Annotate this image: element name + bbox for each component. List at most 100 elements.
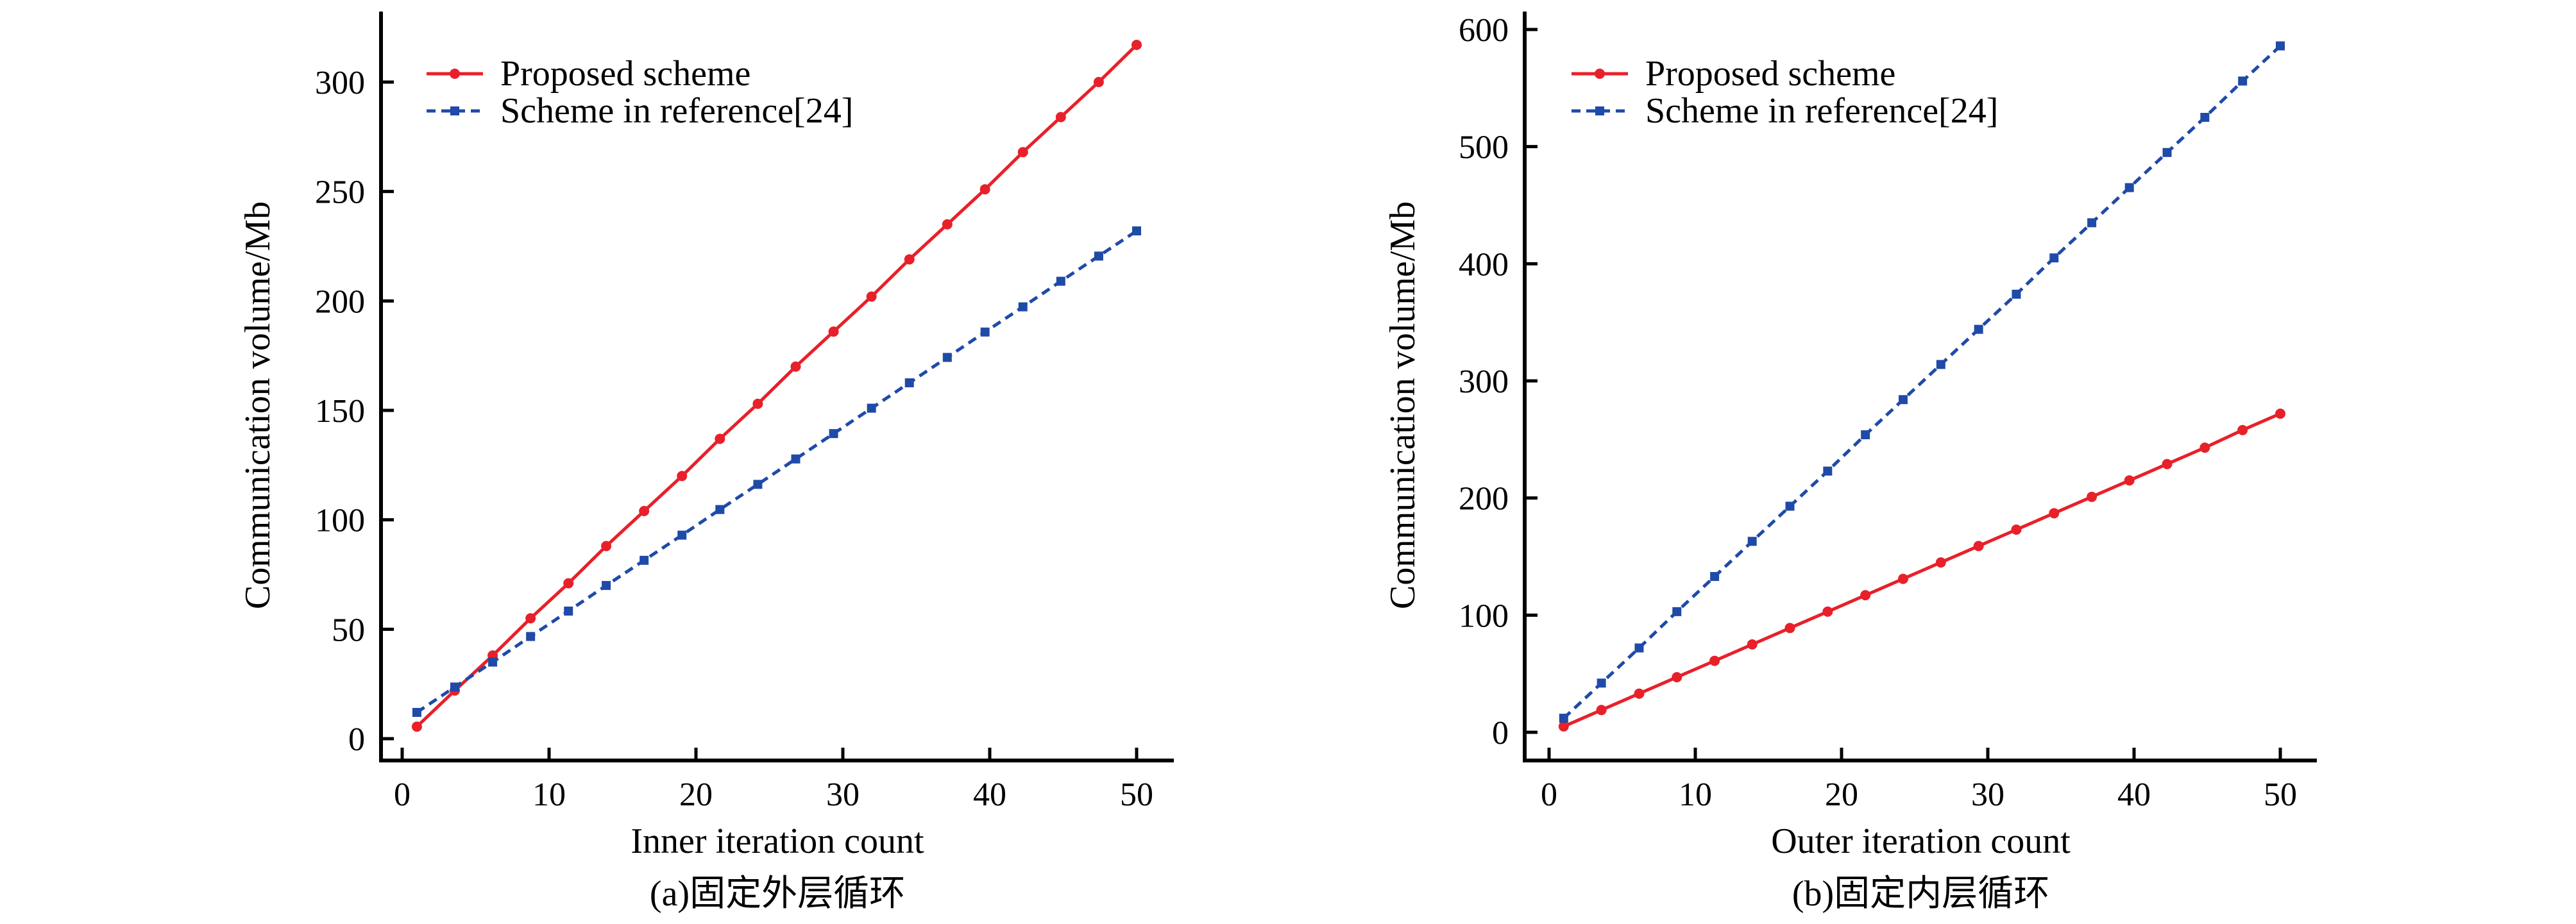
x-tick-label: 0 (1541, 777, 1557, 813)
data-point (1634, 688, 1645, 699)
data-point (2162, 147, 2172, 157)
data-point (1784, 623, 1795, 634)
data-point (2276, 41, 2285, 51)
data-point (1935, 557, 1946, 568)
data-point (677, 471, 688, 482)
data-point (563, 578, 574, 589)
data-point (1823, 466, 1833, 476)
legend-marker (1595, 106, 1604, 115)
y-tick-label: 0 (1492, 715, 1509, 752)
series-line-reference (416, 230, 1138, 714)
y-tick-label: 250 (315, 174, 365, 211)
data-point (602, 581, 611, 591)
y-tick-label: 200 (1459, 481, 1509, 517)
data-point (867, 403, 876, 413)
data-point (942, 353, 952, 362)
data-point (790, 361, 801, 372)
data-point (753, 480, 763, 489)
y-tick-label: 100 (1459, 598, 1509, 634)
data-point (640, 555, 649, 565)
data-point (2124, 475, 2135, 486)
data-point (715, 433, 725, 444)
x-axis-label: Inner iteration count (631, 821, 924, 861)
y-axis-label: Communication volume/Mb (238, 201, 278, 609)
data-point (2237, 424, 2248, 435)
data-point (525, 613, 536, 624)
data-point (1709, 655, 1720, 666)
data-point (2011, 524, 2022, 535)
data-point (1558, 721, 1569, 732)
data-point (904, 378, 914, 387)
data-point (1747, 639, 1758, 650)
data-point (752, 398, 763, 409)
y-tick-label: 150 (315, 393, 365, 430)
y-tick-label: 50 (332, 612, 365, 648)
data-point (1596, 705, 1607, 716)
data-point (2124, 183, 2134, 192)
data-point (715, 505, 725, 514)
data-point (2162, 458, 2173, 469)
data-point (979, 184, 990, 195)
data-point (1860, 590, 1871, 601)
panel-caption: (b)固定内层循环 (1792, 874, 2049, 914)
panel-caption: (a)固定外层循环 (650, 874, 905, 914)
data-point (526, 632, 536, 641)
y-axis-label: Communication volume/Mb (1383, 201, 1423, 609)
data-point (1710, 572, 1720, 582)
data-point (1056, 276, 1065, 286)
data-point (2200, 113, 2210, 122)
data-point (564, 607, 573, 616)
x-tick-label: 40 (2117, 777, 2151, 813)
legend-marker (1595, 69, 1605, 79)
data-point (2087, 491, 2097, 502)
data-point (1822, 606, 1833, 617)
data-point (1897, 573, 1908, 584)
data-point (1672, 672, 1682, 683)
data-point (791, 454, 801, 464)
x-tick-label: 30 (826, 777, 860, 813)
y-tick-label: 600 (1459, 12, 1509, 49)
data-point (980, 327, 990, 337)
series-line-proposed (1563, 412, 2281, 728)
data-point (829, 429, 838, 439)
x-tick-label: 20 (679, 777, 713, 813)
x-tick-label: 20 (1825, 777, 1858, 813)
data-point (904, 254, 915, 265)
data-point (1055, 112, 1066, 122)
data-point (942, 219, 953, 230)
data-point (1597, 678, 1606, 688)
data-point (639, 506, 650, 517)
data-point (1634, 643, 1644, 653)
y-tick-label: 300 (315, 65, 365, 101)
data-point (1747, 537, 1757, 546)
data-point (2275, 408, 2285, 419)
data-point (2087, 218, 2097, 228)
x-axis-label: Outer iteration count (1771, 821, 2071, 861)
x-tick-label: 50 (2264, 777, 2297, 813)
y-tick-label: 200 (315, 283, 365, 320)
legend-label: Proposed scheme (1645, 54, 1895, 94)
data-point (1936, 360, 1945, 369)
data-point (450, 682, 459, 692)
data-point (2012, 289, 2021, 299)
x-tick-label: 30 (1971, 777, 2004, 813)
data-point (828, 326, 839, 337)
data-point (1017, 147, 1028, 158)
data-point (1093, 77, 1104, 87)
data-point (1861, 430, 1870, 440)
data-point (412, 708, 421, 718)
y-tick-label: 0 (348, 721, 365, 758)
x-tick-label: 40 (973, 777, 1006, 813)
y-tick-label: 400 (1459, 246, 1509, 283)
data-point (1018, 302, 1028, 312)
data-point (1974, 324, 1983, 334)
data-point (1672, 607, 1682, 616)
series-line-reference (1563, 44, 2282, 719)
data-point (2049, 253, 2059, 263)
data-point (1094, 251, 1103, 261)
data-point (1132, 226, 1141, 236)
x-tick-label: 10 (532, 777, 566, 813)
